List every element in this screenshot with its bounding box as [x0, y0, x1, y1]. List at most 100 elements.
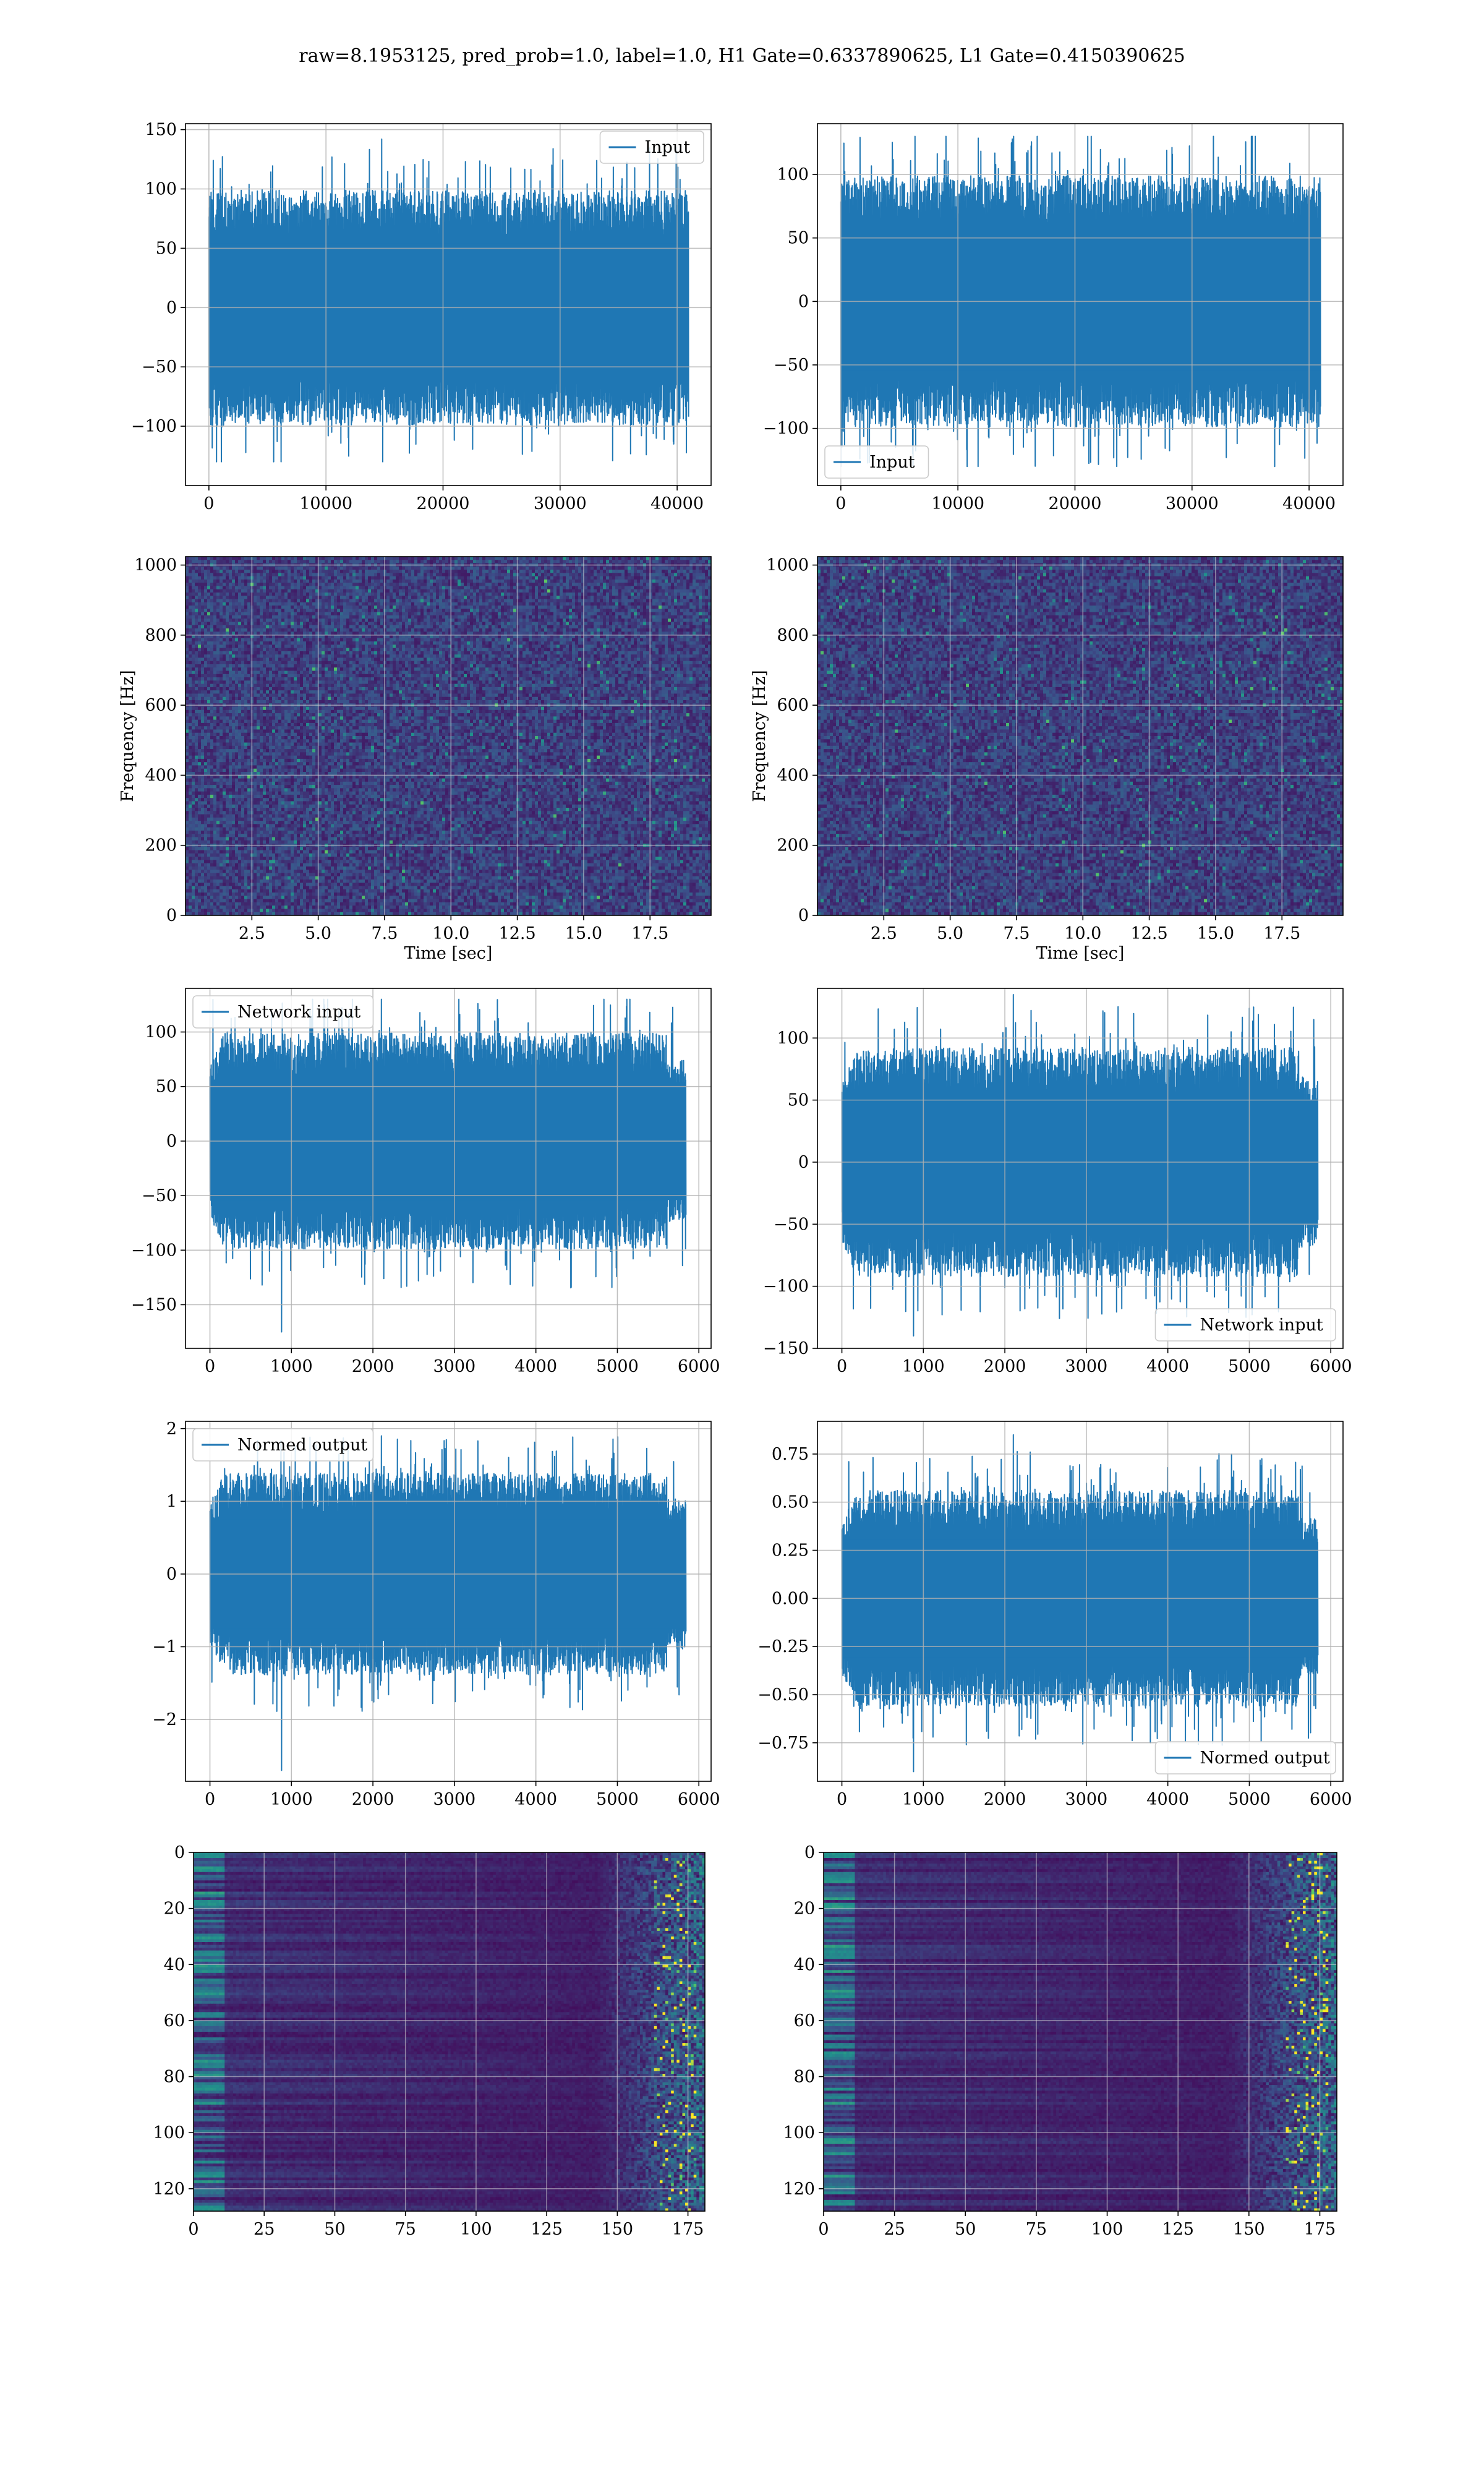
l1-features-ytick-label: 20: [794, 1899, 815, 1919]
l1-features-xtick-label: 25: [884, 2220, 905, 2239]
h1-normed-output-xtick-label: 3000: [433, 1790, 476, 1809]
l1-normed-output-ytick-label: −0.75: [757, 1734, 809, 1753]
l1-normed-output-ytick-label: 0.75: [772, 1445, 809, 1464]
l1-normed-output-ytick-label: 0.50: [772, 1493, 809, 1512]
l1-input-ytick-label: −50: [774, 356, 809, 375]
l1-spectrogram-xtick-label: 15.0: [1197, 924, 1234, 943]
l1-network-input-ytick-label: −100: [763, 1277, 809, 1296]
l1-network-input-xtick-label: 6000: [1310, 1357, 1352, 1376]
h1-network-input-xtick-label: 3000: [433, 1357, 476, 1376]
l1-normed-output-xtick-label: 5000: [1228, 1790, 1271, 1809]
l1-input-xtick-label: 40000: [1282, 494, 1336, 513]
h1-spectrogram-xlabel: Time [sec]: [404, 944, 493, 963]
l1-normed-output-xtick-label: 4000: [1146, 1790, 1189, 1809]
l1-network-input-xtick-label: 4000: [1146, 1357, 1189, 1376]
l1-features-xtick-label: 75: [1026, 2220, 1047, 2239]
h1-spectrogram-ylabel: Frequency [Hz]: [118, 670, 137, 802]
l1-normed-output-legend: Normed output: [1156, 1742, 1336, 1774]
l1-input-ytick-label: −100: [763, 419, 809, 439]
l1-input-ytick-label: 50: [788, 229, 809, 248]
h1-features-ytick-label: 80: [164, 2068, 185, 2087]
l1-spectrogram-ytick-label: 400: [777, 766, 809, 785]
h1-features-xtick-label: 100: [460, 2220, 492, 2239]
h1-features-ytick-label: 0: [174, 1843, 185, 1862]
h1-network-input-xtick-label: 0: [205, 1357, 215, 1376]
l1-spectrogram-ylabel: Frequency [Hz]: [750, 670, 769, 802]
h1-spectrogram-xtick-label: 15.0: [565, 924, 602, 943]
h1-spectrogram-ytick-label: 800: [145, 626, 177, 645]
h1-spectrogram-xtick-label: 10.0: [432, 924, 469, 943]
h1-spectrogram-panel: 2.5 5.0 7.5 10.0 12.5 15.0 17.5020040060080010…: [118, 556, 712, 963]
h1-spectrogram-xtick-label: 2.5: [239, 924, 265, 943]
h1-input-xtick-label: 0: [203, 494, 214, 513]
h1-spectrogram-ytick-label: 600: [145, 696, 177, 715]
h1-network-input-xtick-label: 1000: [270, 1357, 313, 1376]
l1-features-xtick-label: 0: [818, 2220, 829, 2239]
h1-input-ytick-label: 0: [166, 298, 177, 317]
l1-features-heatmap-image: [824, 1852, 1337, 2212]
h1-input-ytick-label: 100: [145, 179, 177, 199]
l1-spectrogram-xtick-label: 17.5: [1263, 924, 1300, 943]
l1-spectrogram-xtick-label: 10.0: [1064, 924, 1101, 943]
l1-input-ytick-label: 100: [777, 165, 809, 184]
l1-input-ytick-label: 0: [798, 292, 809, 311]
h1-normed-output-ytick-label: 0: [166, 1565, 177, 1584]
l1-spectrogram-ytick-label: 200: [777, 836, 809, 855]
l1-features-xtick-label: 100: [1091, 2220, 1124, 2239]
h1-network-input-ytick-label: −150: [131, 1295, 177, 1314]
h1-input-ytick-label: −100: [131, 417, 177, 436]
l1-spectrogram-ytick-label: 600: [777, 696, 809, 715]
h1-network-input-xtick-label: 5000: [596, 1357, 639, 1376]
l1-network-input-xtick-label: 0: [837, 1357, 847, 1376]
l1-network-input-xtick-label: 5000: [1228, 1357, 1271, 1376]
l1-features-ytick-label: 80: [794, 2068, 815, 2087]
l1-input-xtick-label: 10000: [931, 494, 984, 513]
h1-normed-output-xtick-label: 2000: [352, 1790, 394, 1809]
l1-spectrogram-ytick-label: 800: [777, 626, 809, 645]
h1-features-xtick-label: 75: [394, 2220, 416, 2239]
l1-normed-output-panel: 0 1000 2000 3000 4000 5000 6000−0.75−0.50−0.25…: [757, 1421, 1352, 1809]
h1-features-xtick-label: 25: [254, 2220, 275, 2239]
l1-spectrogram-ytick-label: 0: [798, 906, 809, 925]
h1-input-panel: 0 10000 20000 30000 40000−100−50050100150Inp…: [131, 121, 711, 513]
h1-normed-output-xtick-label: 0: [205, 1790, 215, 1809]
h1-network-input-panel: 0 1000 2000 3000 4000 5000 6000−150−100−500501…: [131, 988, 720, 1376]
l1-network-input-ytick-label: 50: [788, 1091, 809, 1110]
h1-input-ytick-label: −50: [142, 357, 177, 377]
h1-normed-output-xtick-label: 1000: [270, 1790, 313, 1809]
l1-input-legend-label: Input: [869, 453, 915, 472]
figure-suptitle: raw=8.1953125, pred_prob=1.0, label=1.0,…: [299, 45, 1185, 67]
l1-normed-output-xtick-label: 0: [837, 1790, 847, 1809]
h1-normed-output-ytick-label: −2: [152, 1710, 177, 1729]
h1-normed-output-xtick-label: 5000: [596, 1790, 639, 1809]
l1-features-ytick-label: 60: [794, 2011, 815, 2031]
h1-spectrogram-ytick-label: 1000: [134, 556, 177, 575]
h1-spectrogram-ytick-label: 400: [145, 766, 177, 785]
h1-normed-output-ytick-label: 2: [166, 1419, 177, 1439]
l1-normed-output-xtick-label: 6000: [1310, 1790, 1352, 1809]
l1-normed-output-legend-label: Normed output: [1200, 1748, 1330, 1768]
l1-features-xtick-label: 125: [1162, 2220, 1194, 2239]
l1-input-xtick-label: 30000: [1166, 494, 1219, 513]
h1-network-input-ytick-label: 100: [145, 1023, 177, 1042]
l1-network-input-xtick-label: 1000: [902, 1357, 945, 1376]
h1-network-input-legend: Network input: [193, 996, 373, 1028]
l1-features-ytick-label: 100: [783, 2123, 815, 2142]
h1-features-ytick-label: 120: [153, 2180, 185, 2199]
h1-spectrogram-heatmap-image: [186, 557, 712, 916]
h1-network-input-legend-label: Network input: [237, 1003, 360, 1022]
l1-input-xtick-label: 20000: [1049, 494, 1102, 513]
h1-spectrogram-xtick-label: 5.0: [305, 924, 331, 943]
l1-normed-output-ytick-label: −0.25: [757, 1637, 809, 1656]
l1-network-input-panel: 0 1000 2000 3000 4000 5000 6000−150−100−500501…: [763, 988, 1352, 1376]
h1-normed-output-xtick-label: 6000: [678, 1790, 720, 1809]
l1-spectrogram-xtick-label: 2.5: [871, 924, 897, 943]
l1-spectrogram-xlabel: Time [sec]: [1036, 944, 1125, 963]
h1-features-ytick-label: 100: [153, 2123, 185, 2142]
l1-normed-output-xtick-label: 3000: [1065, 1790, 1108, 1809]
h1-features-ytick-label: 20: [164, 1899, 185, 1919]
h1-features-xtick-label: 125: [531, 2220, 563, 2239]
